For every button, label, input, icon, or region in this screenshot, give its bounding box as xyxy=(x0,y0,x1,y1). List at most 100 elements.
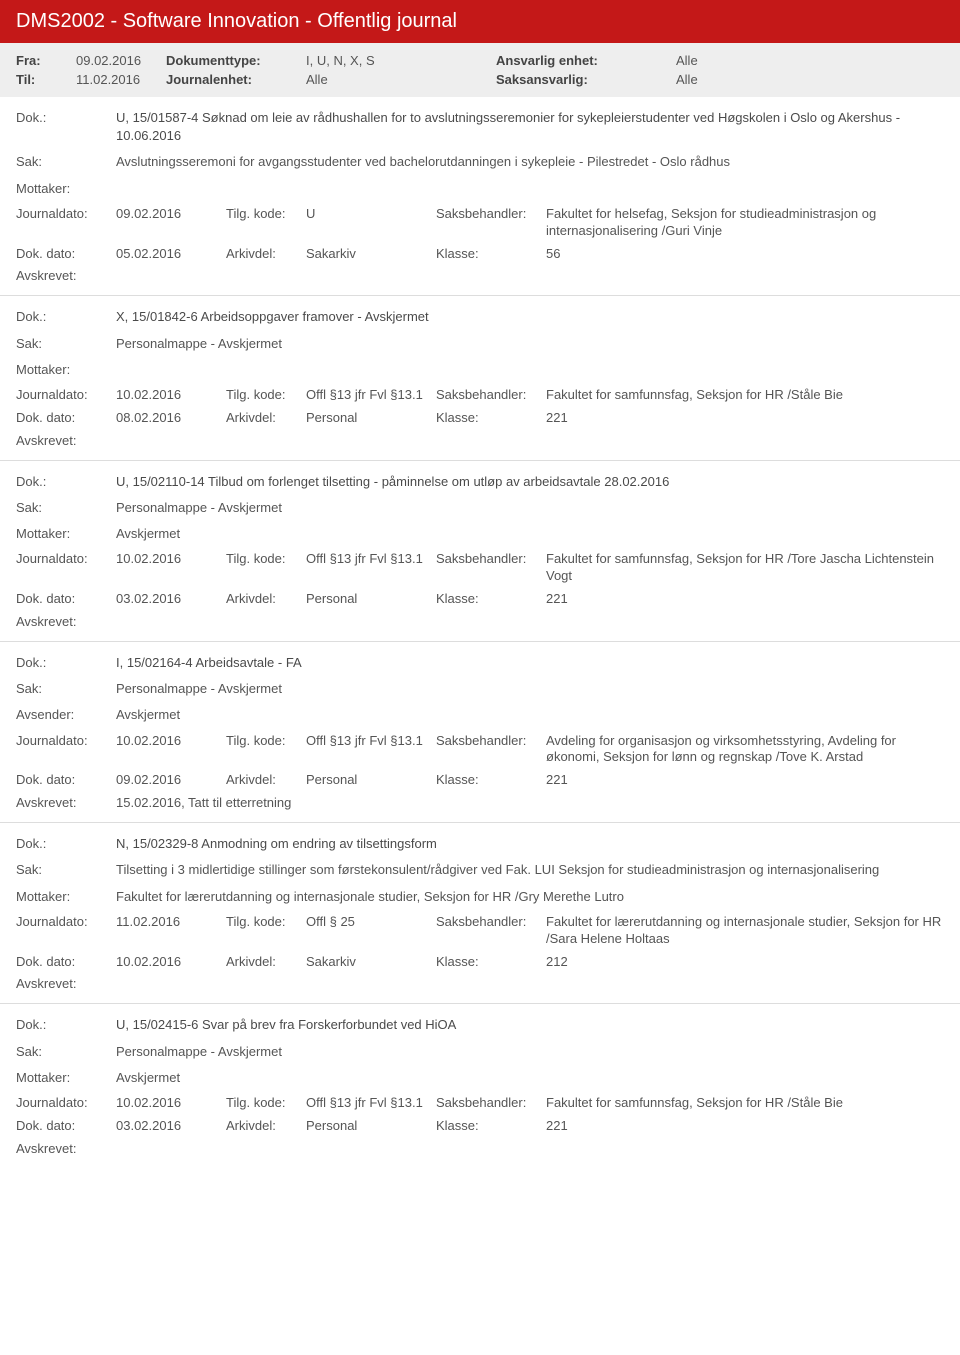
party-row: Mottaker: Avskjermet xyxy=(16,525,944,543)
arkivdel-label: Arkivdel: xyxy=(226,772,306,789)
journaldato-value: 09.02.2016 xyxy=(116,206,226,240)
sak-label: Sak: xyxy=(16,153,116,171)
fra-value: 09.02.2016 xyxy=(76,53,166,68)
avskrevet-row: Avskrevet: xyxy=(16,433,944,448)
dok-label: Dok.: xyxy=(16,473,116,491)
saksbehandler-label: Saksbehandler: xyxy=(436,1095,546,1112)
meta-row-2: Dok. dato: 10.02.2016 Arkivdel: Sakarkiv… xyxy=(16,954,944,971)
klasse-label: Klasse: xyxy=(436,772,546,789)
ansvarlig-label: Ansvarlig enhet: xyxy=(496,53,676,68)
party-label: Mottaker: xyxy=(16,525,116,543)
party-row: Mottaker: Fakultet for lærerutdanning og… xyxy=(16,888,944,906)
party-label: Mottaker: xyxy=(16,1069,116,1087)
avskrevet-value: 15.02.2016, Tatt til etterretning xyxy=(116,795,944,810)
dok-value: U, 15/02415-6 Svar på brev fra Forskerfo… xyxy=(116,1016,944,1034)
journal-entry: Dok.: U, 15/01587-4 Søknad om leie av rå… xyxy=(0,97,960,295)
sak-label: Sak: xyxy=(16,861,116,879)
dokdato-label: Dok. dato: xyxy=(16,772,116,789)
party-value: Avskjermet xyxy=(116,1069,944,1087)
journal-entry: Dok.: U, 15/02110-14 Tilbud om forlenget… xyxy=(0,460,960,641)
arkivdel-label: Arkivdel: xyxy=(226,410,306,427)
party-row: Mottaker: Avskjermet xyxy=(16,1069,944,1087)
tilgkode-label: Tilg. kode: xyxy=(226,387,306,404)
meta-row-1: Journaldato: 11.02.2016 Tilg. kode: Offl… xyxy=(16,914,944,948)
journalenhet-label: Journalenhet: xyxy=(166,72,306,87)
meta-row-1: Journaldato: 09.02.2016 Tilg. kode: U Sa… xyxy=(16,206,944,240)
saksbehandler-value: Fakultet for samfunnsfag, Seksjon for HR… xyxy=(546,1095,944,1112)
arkivdel-value: Sakarkiv xyxy=(306,954,436,971)
dokdato-value: 03.02.2016 xyxy=(116,1118,226,1135)
journaldato-label: Journaldato: xyxy=(16,914,116,948)
sak-value: Personalmappe - Avskjermet xyxy=(116,499,944,517)
sak-value: Personalmappe - Avskjermet xyxy=(116,1043,944,1061)
saksbehandler-label: Saksbehandler: xyxy=(436,206,546,240)
dok-label: Dok.: xyxy=(16,654,116,672)
dok-row: Dok.: X, 15/01842-6 Arbeidsoppgaver fram… xyxy=(16,308,944,326)
avskrevet-value xyxy=(116,433,944,448)
arkivdel-value: Sakarkiv xyxy=(306,246,436,263)
party-label: Mottaker: xyxy=(16,361,116,379)
saksbehandler-label: Saksbehandler: xyxy=(436,551,546,585)
tilgkode-value: Offl §13 jfr Fvl §13.1 xyxy=(306,1095,436,1112)
saksbehandler-label: Saksbehandler: xyxy=(436,914,546,948)
meta-row-1: Journaldato: 10.02.2016 Tilg. kode: Offl… xyxy=(16,551,944,585)
dokdato-label: Dok. dato: xyxy=(16,591,116,608)
dok-row: Dok.: U, 15/02415-6 Svar på brev fra For… xyxy=(16,1016,944,1034)
avskrevet-label: Avskrevet: xyxy=(16,433,116,448)
party-row: Mottaker: xyxy=(16,361,944,379)
party-value: Avskjermet xyxy=(116,706,944,724)
journal-entry: Dok.: U, 15/02415-6 Svar på brev fra For… xyxy=(0,1003,960,1167)
avskrevet-row: Avskrevet: xyxy=(16,614,944,629)
sak-value: Tilsetting i 3 midlertidige stillinger s… xyxy=(116,861,944,879)
tilgkode-label: Tilg. kode: xyxy=(226,733,306,767)
saksbehandler-label: Saksbehandler: xyxy=(436,733,546,767)
arkivdel-label: Arkivdel: xyxy=(226,591,306,608)
arkivdel-label: Arkivdel: xyxy=(226,954,306,971)
tilgkode-label: Tilg. kode: xyxy=(226,914,306,948)
journaldato-value: 10.02.2016 xyxy=(116,733,226,767)
meta-row-2: Dok. dato: 03.02.2016 Arkivdel: Personal… xyxy=(16,591,944,608)
journal-entry: Dok.: N, 15/02329-8 Anmodning om endring… xyxy=(0,822,960,1003)
dok-row: Dok.: I, 15/02164-4 Arbeidsavtale - FA xyxy=(16,654,944,672)
journal-entry: Dok.: I, 15/02164-4 Arbeidsavtale - FA S… xyxy=(0,641,960,822)
tilgkode-value: Offl §13 jfr Fvl §13.1 xyxy=(306,733,436,767)
dok-label: Dok.: xyxy=(16,835,116,853)
dokdato-value: 08.02.2016 xyxy=(116,410,226,427)
saksbehandler-value: Avdeling for organisasjon og virksomhets… xyxy=(546,733,944,767)
avskrevet-row: Avskrevet: xyxy=(16,1141,944,1156)
journaldato-label: Journaldato: xyxy=(16,206,116,240)
dok-label: Dok.: xyxy=(16,1016,116,1034)
arkivdel-value: Personal xyxy=(306,410,436,427)
avskrevet-label: Avskrevet: xyxy=(16,976,116,991)
ansvarlig-value: Alle xyxy=(676,53,944,68)
avskrevet-row: Avskrevet: xyxy=(16,268,944,283)
klasse-value: 221 xyxy=(546,1118,944,1135)
sak-row: Sak: Avslutningsseremoni for avgangsstud… xyxy=(16,153,944,171)
sak-value: Avslutningsseremoni for avgangsstudenter… xyxy=(116,153,944,171)
party-label: Mottaker: xyxy=(16,888,116,906)
tilgkode-value: Offl §13 jfr Fvl §13.1 xyxy=(306,387,436,404)
avskrevet-label: Avskrevet: xyxy=(16,795,116,810)
klasse-label: Klasse: xyxy=(436,591,546,608)
filter-bar: Fra: 09.02.2016 Dokumenttype: I, U, N, X… xyxy=(0,43,960,97)
saksbehandler-value: Fakultet for samfunnsfag, Seksjon for HR… xyxy=(546,551,944,585)
meta-row-2: Dok. dato: 08.02.2016 Arkivdel: Personal… xyxy=(16,410,944,427)
party-value: Fakultet for lærerutdanning og internasj… xyxy=(116,888,944,906)
journaldato-label: Journaldato: xyxy=(16,733,116,767)
dok-label: Dok.: xyxy=(16,308,116,326)
avskrevet-row: Avskrevet: 15.02.2016, Tatt til etterret… xyxy=(16,795,944,810)
sak-label: Sak: xyxy=(16,499,116,517)
dok-value: N, 15/02329-8 Anmodning om endring av ti… xyxy=(116,835,944,853)
dok-row: Dok.: U, 15/02110-14 Tilbud om forlenget… xyxy=(16,473,944,491)
klasse-value: 221 xyxy=(546,772,944,789)
meta-row-1: Journaldato: 10.02.2016 Tilg. kode: Offl… xyxy=(16,1095,944,1112)
avskrevet-value xyxy=(116,268,944,283)
avskrevet-label: Avskrevet: xyxy=(16,1141,116,1156)
avskrevet-value xyxy=(116,976,944,991)
sak-label: Sak: xyxy=(16,335,116,353)
fra-label: Fra: xyxy=(16,53,76,68)
party-value xyxy=(116,361,944,379)
dokdato-label: Dok. dato: xyxy=(16,246,116,263)
sak-label: Sak: xyxy=(16,680,116,698)
dok-value: U, 15/01587-4 Søknad om leie av rådhusha… xyxy=(116,109,944,145)
